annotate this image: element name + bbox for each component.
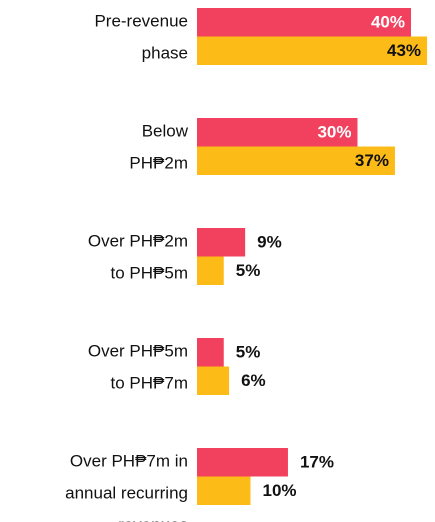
category-label: to PH₱5m bbox=[111, 263, 188, 282]
bar bbox=[197, 256, 224, 285]
value-label: 43% bbox=[387, 41, 421, 60]
bar bbox=[197, 228, 246, 257]
value-label: 40% bbox=[371, 13, 405, 32]
category-label: to PH₱7m bbox=[111, 373, 188, 392]
value-label: 5% bbox=[236, 343, 261, 362]
category-label: Over PH₱2m bbox=[88, 231, 188, 250]
category-label: phase bbox=[142, 43, 188, 62]
bar bbox=[197, 8, 411, 37]
value-label: 9% bbox=[257, 233, 282, 252]
value-label: 17% bbox=[300, 453, 334, 472]
value-label: 10% bbox=[263, 481, 297, 500]
bar bbox=[197, 366, 230, 395]
bar bbox=[197, 118, 358, 147]
value-label: 5% bbox=[236, 261, 261, 280]
category-label: PH₱2m bbox=[129, 153, 188, 172]
bar bbox=[197, 448, 288, 477]
category-label: Pre-revenue bbox=[94, 11, 188, 30]
value-label: 30% bbox=[317, 123, 351, 142]
category-label: Over PH₱7m in bbox=[70, 451, 188, 470]
bar bbox=[197, 146, 395, 175]
bar bbox=[197, 338, 224, 367]
category-label: annual recurring bbox=[65, 483, 188, 502]
bar bbox=[197, 36, 428, 65]
category-label: Below bbox=[142, 121, 189, 140]
category-label: revenues bbox=[118, 515, 188, 522]
value-label: 6% bbox=[241, 371, 266, 390]
bar bbox=[197, 476, 251, 505]
category-label: Over PH₱5m bbox=[88, 341, 188, 360]
value-label: 37% bbox=[355, 151, 389, 170]
